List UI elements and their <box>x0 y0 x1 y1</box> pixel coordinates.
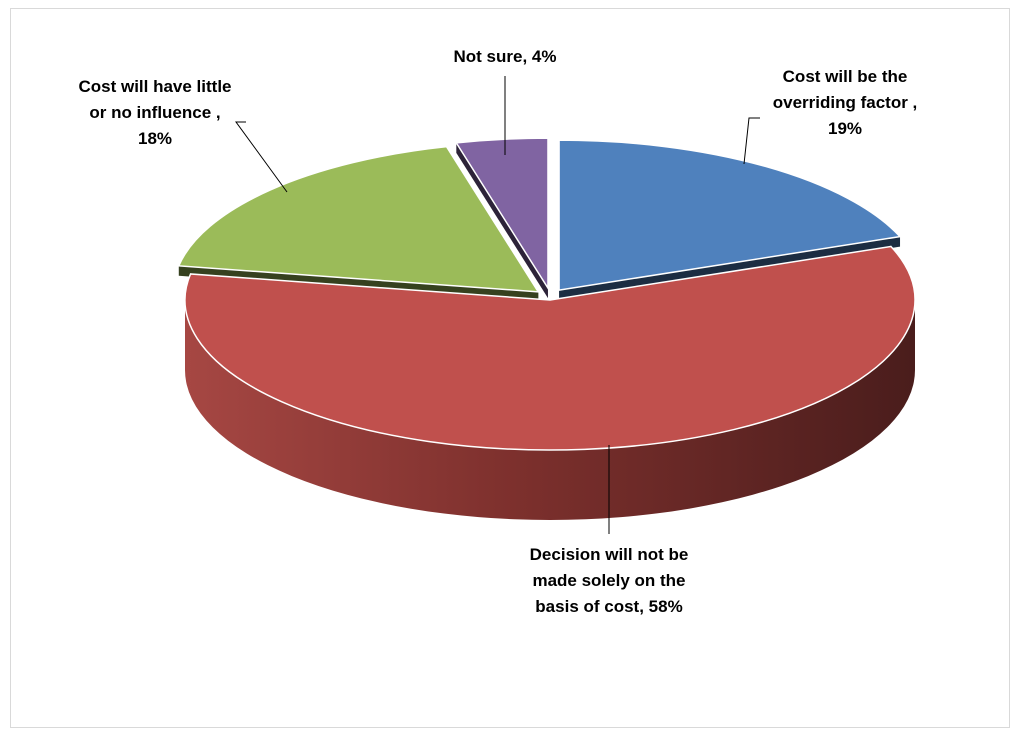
pie-slices <box>177 137 916 451</box>
slice-edge-0-1 <box>559 236 901 301</box>
data-label-3: Not sure, 4% <box>454 47 557 66</box>
data-label-0: Cost will be the overriding factor , 19% <box>773 67 918 138</box>
data-label-line: Decision will not be <box>530 545 689 564</box>
leader-line-0 <box>743 117 760 165</box>
slice-edge-3-0 <box>456 142 548 299</box>
data-label-line: basis of cost, 58% <box>535 597 682 616</box>
data-label-line: Cost will be the <box>783 67 908 86</box>
pie-side-walls <box>178 142 915 520</box>
slice-2 <box>177 145 540 293</box>
data-label-line: Not sure, 4% <box>454 47 557 66</box>
leader-line-2 <box>235 121 288 193</box>
data-label-1: Decision will not be made solely on the ba… <box>530 545 689 616</box>
slice-3 <box>455 137 549 291</box>
leader-lines <box>235 76 760 534</box>
data-label-line: overriding factor , <box>773 93 918 112</box>
data-label-line: 19% <box>828 119 862 138</box>
slice-1 <box>184 245 916 451</box>
data-label-line: Cost will have little <box>78 77 231 96</box>
data-label-line: made solely on the <box>532 571 685 590</box>
data-label-line: 18% <box>138 129 172 148</box>
data-label-2: Cost will have little or no influence , 18… <box>78 77 231 148</box>
slice-wall-1 <box>185 300 915 520</box>
data-label-line: or no influence , <box>89 103 220 122</box>
data-labels: Cost will be the overriding factor , 19% De… <box>78 47 917 616</box>
slice-0 <box>558 139 902 291</box>
